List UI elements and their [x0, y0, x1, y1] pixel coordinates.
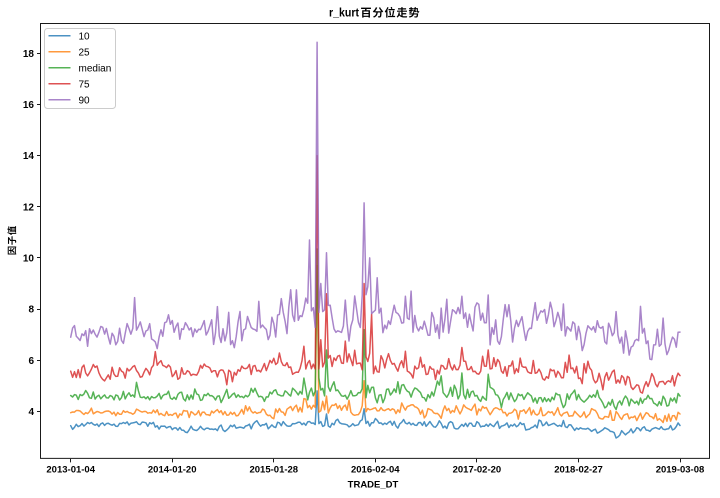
svg-text:18: 18 [23, 49, 35, 60]
svg-text:12: 12 [23, 202, 35, 213]
svg-text:2016-02-04: 2016-02-04 [351, 465, 400, 476]
svg-text:25: 25 [79, 47, 91, 58]
svg-text:75: 75 [79, 79, 91, 90]
svg-text:2015-01-28: 2015-01-28 [249, 465, 298, 476]
svg-text:TRADE_DT: TRADE_DT [348, 479, 399, 490]
svg-text:4: 4 [28, 407, 34, 418]
svg-text:r_kurt: r_kurt [329, 5, 359, 19]
svg-text:8: 8 [28, 305, 34, 316]
svg-text:10: 10 [23, 254, 35, 265]
svg-text:2018-02-27: 2018-02-27 [554, 465, 603, 476]
svg-text:median: median [79, 63, 112, 74]
svg-text:2014-01-20: 2014-01-20 [148, 465, 197, 476]
svg-text:2013-01-04: 2013-01-04 [46, 465, 95, 476]
svg-text:16: 16 [23, 100, 35, 111]
svg-text:90: 90 [79, 95, 91, 106]
svg-text:6: 6 [28, 356, 34, 367]
svg-text:10: 10 [79, 31, 91, 42]
svg-text:2017-02-20: 2017-02-20 [453, 465, 502, 476]
svg-text:14: 14 [23, 151, 35, 162]
svg-text:2019-03-08: 2019-03-08 [656, 465, 705, 476]
